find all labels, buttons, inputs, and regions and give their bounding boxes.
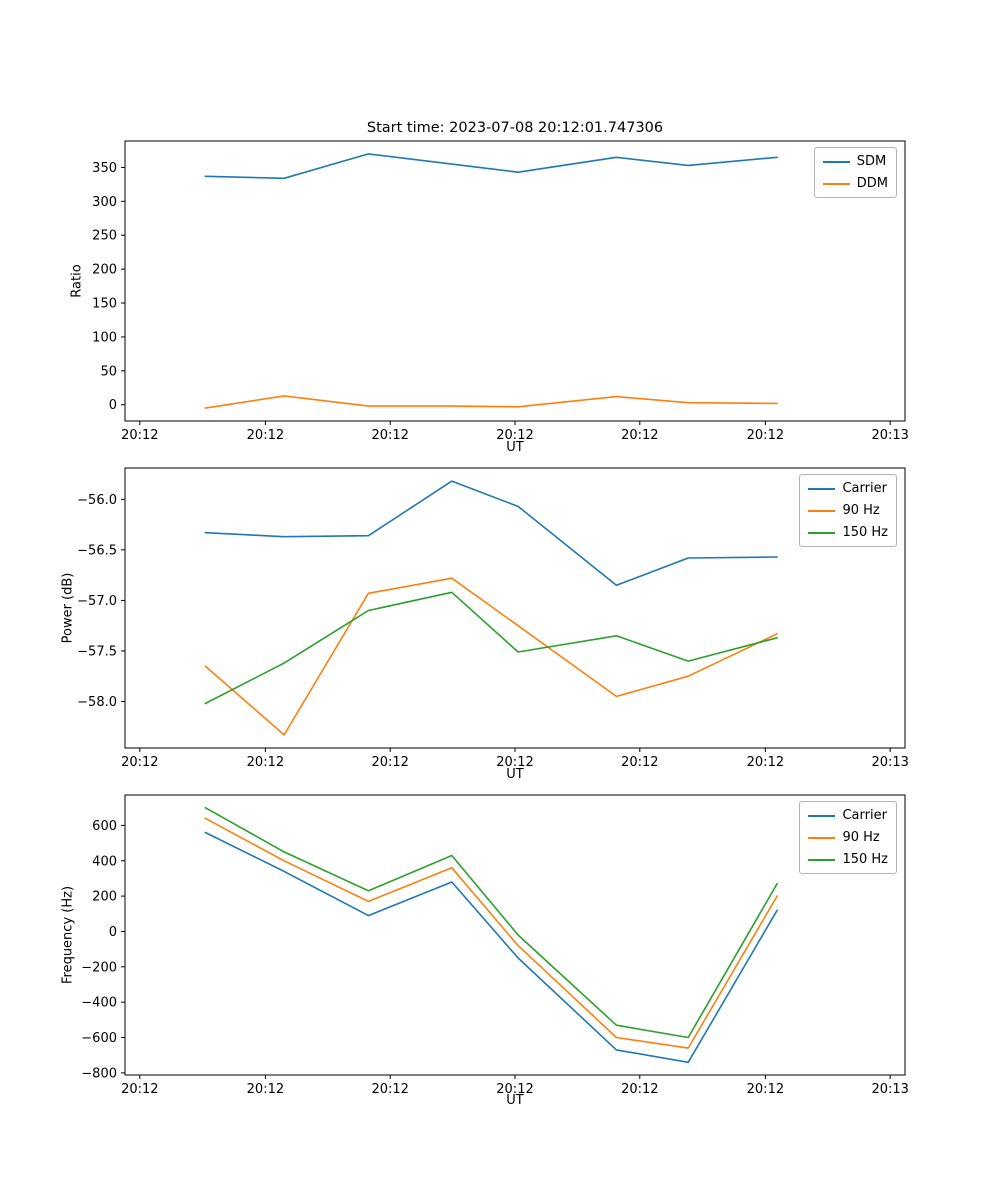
xlabel-frequency-plot: UT <box>506 1093 524 1108</box>
legend-label-carrier: Carrier <box>842 808 887 823</box>
ddm-line-swatch <box>822 182 850 185</box>
x-tick-label: 20:12 <box>621 755 658 770</box>
subplot-1: 20:12 20:12 20:12 20:12 20:12 20:12 20:13 −58.0… <box>77 467 909 770</box>
legend-item-sdm: SDM <box>822 153 888 170</box>
y-tick-label: −56.5 <box>77 543 117 558</box>
y-tick-label: 50 <box>100 364 117 379</box>
carrier-line-swatch <box>808 814 836 817</box>
series-line-90-hz <box>204 577 778 736</box>
legend-power-plot: Carrier 90 Hz 150 Hz <box>799 474 897 547</box>
y-tick-label: 100 <box>92 330 117 345</box>
y-tick-label: −56.0 <box>77 493 117 508</box>
x-tick-label: 20:13 <box>871 428 908 443</box>
150hz-line-swatch <box>808 858 836 861</box>
series-line-carrier <box>204 480 778 587</box>
y-tick-label: −200 <box>81 960 117 975</box>
ylabel-power: Power (dB) <box>60 572 76 644</box>
legend-item-90hz: 90 Hz <box>808 502 888 519</box>
y-tick-label: 350 <box>92 161 117 176</box>
figure-title: Start time: 2023-07-08 20:12:01.747306 <box>366 120 664 136</box>
y-tick-label: −57.0 <box>77 594 117 609</box>
legend-item-carrier: Carrier <box>808 807 888 824</box>
y-tick-label: −800 <box>81 1066 117 1081</box>
legend-label-90hz: 90 Hz <box>842 830 880 845</box>
150hz-line-swatch <box>808 531 836 534</box>
subplot-0: 20:12 20:12 20:12 20:12 20:12 20:12 20:13 0 50 10… <box>92 140 909 443</box>
x-tick-label: 20:12 <box>121 428 158 443</box>
series-line-90-hz <box>204 817 778 1049</box>
subplot-2: 20:12 20:12 20:12 20:12 20:12 20:12 20:13 −800 −… <box>81 794 909 1097</box>
series-line-ddm <box>204 395 778 409</box>
legend-label-90hz: 90 Hz <box>842 503 880 518</box>
ylabel-frequency: Frequency (Hz) <box>60 885 76 985</box>
90hz-line-swatch <box>808 509 836 512</box>
x-tick-label: 20:12 <box>247 1082 284 1097</box>
y-tick-label: 300 <box>92 195 117 210</box>
x-tick-label: 20:12 <box>747 1082 784 1097</box>
legend-label-150hz: 150 Hz <box>842 852 888 867</box>
y-tick-label: 600 <box>92 819 117 834</box>
x-tick-label: 20:12 <box>621 428 658 443</box>
x-tick-label: 20:12 <box>496 428 533 443</box>
legend-item-90hz: 90 Hz <box>808 829 888 846</box>
legend-label-150hz: 150 Hz <box>842 525 888 540</box>
y-tick-label: 200 <box>92 890 117 905</box>
axes-frame <box>124 794 906 1076</box>
x-tick-label: 20:12 <box>371 755 408 770</box>
legend-item-ddm: DDM <box>822 175 888 192</box>
y-tick-label: −600 <box>81 1031 117 1046</box>
x-tick-label: 20:12 <box>121 1082 158 1097</box>
x-tick-label: 20:13 <box>871 755 908 770</box>
x-tick-label: 20:12 <box>621 1082 658 1097</box>
x-tick-label: 20:13 <box>871 1082 908 1097</box>
xlabel-power-plot: UT <box>506 767 524 782</box>
series-line-sdm <box>204 153 778 180</box>
x-tick-label: 20:12 <box>247 428 284 443</box>
x-tick-label: 20:12 <box>496 1082 533 1097</box>
y-tick-label: 200 <box>92 263 117 278</box>
y-tick-label: 0 <box>109 925 117 940</box>
x-tick-label: 20:12 <box>371 428 408 443</box>
legend-item-150hz: 150 Hz <box>808 524 888 541</box>
x-tick-label: 20:12 <box>371 1082 408 1097</box>
y-tick-label: −58.0 <box>77 695 117 710</box>
legend-item-carrier: Carrier <box>808 480 888 497</box>
x-tick-label: 20:12 <box>121 755 158 770</box>
90hz-line-swatch <box>808 836 836 839</box>
y-tick-label: −57.5 <box>77 644 117 659</box>
xlabel-ratio-plot: UT <box>506 440 524 455</box>
x-tick-label: 20:12 <box>247 755 284 770</box>
y-tick-label: 0 <box>109 398 117 413</box>
series-line-150-hz <box>204 591 778 705</box>
x-tick-label: 20:12 <box>747 428 784 443</box>
series-line-150-hz <box>204 806 778 1039</box>
y-tick-label: −400 <box>81 996 117 1011</box>
carrier-line-swatch <box>808 487 836 490</box>
y-tick-label: 150 <box>92 297 117 312</box>
y-tick-label: 400 <box>92 854 117 869</box>
x-tick-label: 20:12 <box>496 755 533 770</box>
legend-label-ddm: DDM <box>856 176 888 191</box>
sdm-line-swatch <box>822 160 850 163</box>
y-tick-label: 250 <box>92 229 117 244</box>
legend-label-sdm: SDM <box>856 154 887 169</box>
x-tick-label: 20:12 <box>747 755 784 770</box>
axes-frame <box>124 467 906 749</box>
ylabel-ratio: Ratio <box>69 264 85 298</box>
axes-frame <box>124 140 906 422</box>
legend-label-carrier: Carrier <box>842 481 887 496</box>
legend-ratio-plot: SDM DDM <box>813 147 897 198</box>
legend-frequency-plot: Carrier 90 Hz 150 Hz <box>799 801 897 874</box>
legend-item-150hz: 150 Hz <box>808 851 888 868</box>
series-line-carrier <box>204 831 778 1064</box>
